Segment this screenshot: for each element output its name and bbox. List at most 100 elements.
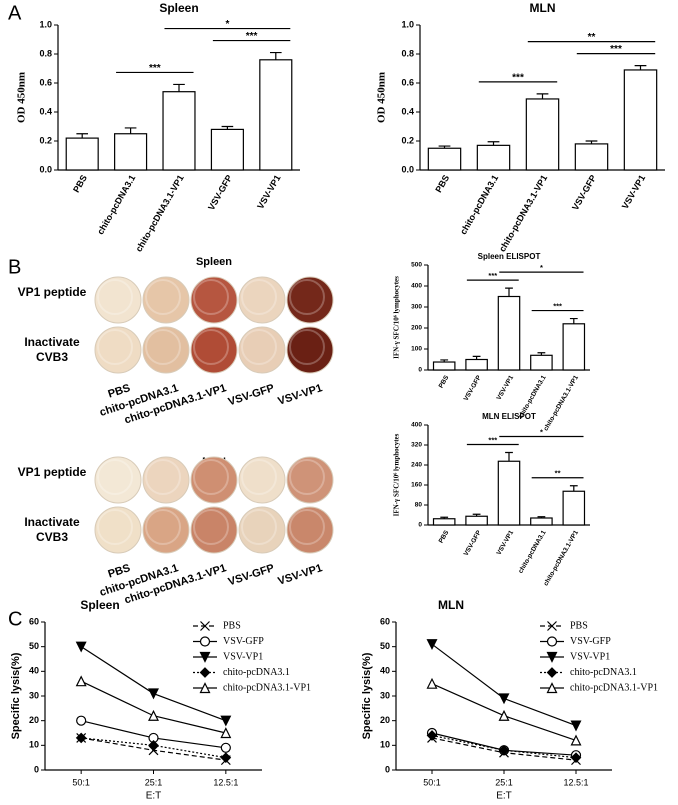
x-tick-label: VSV-VP1 — [620, 173, 647, 211]
error-bar — [269, 51, 282, 60]
y-tick-label: 40 — [380, 666, 390, 676]
y-tick-label: 0.8 — [39, 48, 52, 58]
y-tick-label: 30 — [29, 690, 39, 700]
well — [238, 456, 286, 504]
y-tick-label: 240 — [411, 462, 422, 469]
y-tick-label: 60 — [380, 616, 390, 626]
chart-title: MLN ELISPOT — [482, 412, 536, 421]
marker — [148, 709, 159, 721]
bar — [465, 515, 488, 526]
bar — [114, 133, 148, 171]
marker — [498, 693, 510, 705]
bar — [497, 460, 521, 526]
legend-label: VSV-GFP — [223, 636, 264, 647]
well — [94, 506, 142, 554]
chart-title: Spleen ELISPOT — [478, 252, 541, 261]
y-tick-label: 320 — [411, 442, 422, 449]
error-bar — [440, 359, 449, 363]
x-tick-label: VSV-VP1 — [255, 173, 282, 211]
well — [286, 276, 334, 324]
significance-label: *** — [488, 435, 497, 444]
significance-label: * — [540, 427, 543, 436]
x-tick-label: 50:1 — [423, 777, 441, 787]
marker — [498, 709, 510, 721]
well — [94, 326, 142, 374]
x-tick-label: chito-pcDNA3.1-VP1 — [543, 374, 581, 432]
well-rim — [289, 459, 325, 495]
error-bar — [487, 141, 500, 146]
row-label: VP1 peptide — [17, 285, 87, 299]
x-tick-label: chito-pcDNA3.1 — [517, 529, 547, 575]
well-rim — [241, 279, 277, 315]
y-tick-label: 0 — [418, 522, 422, 529]
marker — [75, 675, 87, 687]
bar — [562, 490, 586, 526]
y-axis-label: Specific lysis(%) — [361, 652, 373, 739]
y-tick-label: 0.2 — [401, 135, 414, 145]
legend-marker — [200, 621, 210, 631]
y-tick-label: 30 — [380, 690, 390, 700]
x-tick-label: 25:1 — [495, 777, 513, 787]
bar — [476, 144, 511, 171]
y-tick-label: 20 — [380, 715, 390, 725]
x-tick-label: PBS — [71, 173, 89, 194]
legend-marker — [546, 667, 558, 678]
marker — [75, 641, 87, 653]
legend-marker — [546, 651, 558, 663]
well-column-label: VSV-GFP — [227, 562, 276, 588]
well-rim — [97, 459, 133, 495]
y-tick-label: 160 — [411, 482, 422, 489]
well-rim — [97, 329, 133, 365]
x-tick-label: 12.5:1 — [213, 777, 238, 787]
significance-label: ** — [588, 32, 596, 43]
marker — [426, 639, 438, 651]
legend-marker — [547, 621, 557, 631]
legend-label: PBS — [570, 620, 588, 631]
marker — [220, 727, 232, 739]
well — [142, 326, 190, 374]
y-tick-label: 20 — [29, 715, 39, 725]
well — [190, 276, 238, 324]
well-column-label: VSV-GFP — [227, 382, 276, 408]
well — [286, 456, 334, 504]
error-bar — [124, 127, 137, 134]
legend-marker — [199, 651, 211, 663]
x-tick-label: VSV-GFP — [463, 374, 483, 402]
y-tick-label: 1.0 — [401, 19, 414, 29]
x-tick-label: 25:1 — [145, 777, 163, 787]
well — [238, 506, 286, 554]
bar — [259, 59, 293, 171]
legend-label: PBS — [223, 620, 241, 631]
x-tick-label: chito-pcDNA3.1-VP1 — [134, 173, 186, 253]
y-axis-label: OD 450nm — [376, 72, 388, 123]
row-label: VP1 peptide — [17, 465, 87, 479]
marker — [570, 734, 582, 746]
panel-label: A — [8, 2, 22, 24]
row-label: Inactivate CVB3 — [24, 515, 80, 544]
error-bar — [472, 355, 481, 360]
well-rim — [145, 459, 181, 495]
well-rim — [97, 279, 133, 315]
y-tick-label: 50 — [380, 641, 390, 651]
bar — [497, 295, 521, 371]
marker — [220, 742, 231, 753]
error-bar — [536, 93, 549, 99]
legend-label: VSV-GFP — [570, 636, 611, 647]
y-axis-label: Specific lysis(%) — [10, 652, 22, 739]
legend-marker — [199, 667, 211, 678]
marker — [426, 677, 438, 689]
marker — [75, 732, 87, 744]
well-rim — [145, 509, 181, 545]
well-rim — [97, 509, 133, 545]
error-bar — [537, 352, 546, 356]
error-bar — [585, 140, 598, 144]
y-tick-label: 80 — [415, 502, 423, 509]
y-tick-label: 0.6 — [39, 77, 52, 87]
error-bar — [472, 513, 481, 517]
well-column-label: VSV-VP1 — [277, 382, 324, 408]
well — [94, 276, 142, 324]
y-tick-label: 0 — [418, 367, 422, 374]
marker — [570, 752, 582, 764]
well — [190, 456, 238, 504]
